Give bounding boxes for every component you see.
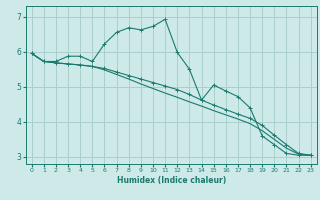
X-axis label: Humidex (Indice chaleur): Humidex (Indice chaleur) <box>116 176 226 185</box>
